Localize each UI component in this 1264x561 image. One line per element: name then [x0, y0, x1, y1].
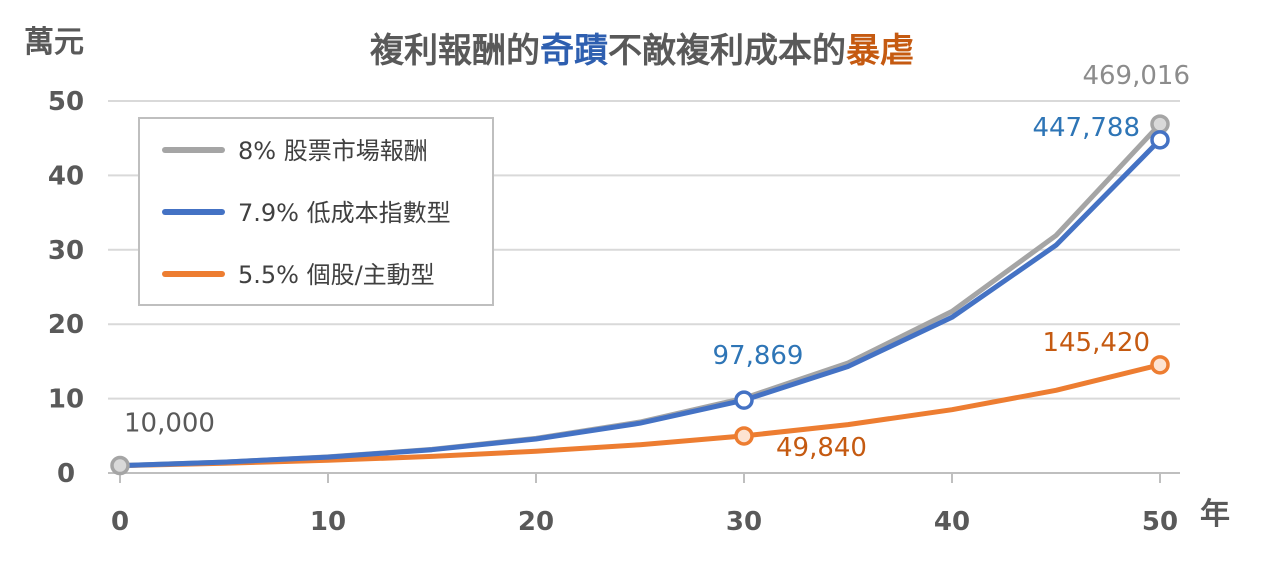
data-point-marker	[1150, 114, 1170, 134]
series-lines	[117, 121, 1163, 469]
data-label: 49,840	[776, 433, 867, 463]
legend: 8% 股票市場報酬 7.9% 低成本指數型 5.5% 個股/主動型	[138, 117, 494, 306]
y-tick-label: 10	[48, 385, 84, 415]
data-point-marker	[734, 390, 754, 410]
x-tick-label: 30	[726, 507, 762, 537]
data-label: 97,869	[713, 341, 804, 371]
data-point-marker	[1150, 130, 1170, 150]
x-axis-unit-label: 年	[1200, 497, 1230, 532]
x-tick-label: 0	[111, 507, 129, 537]
series-line-1	[117, 137, 1163, 469]
chart-title: 複利報酬的奇蹟不敵複利成本的暴虐	[370, 31, 914, 71]
x-tick-label: 10	[310, 507, 346, 537]
data-labels: 10,000 469,016 97,869 447,788 49,840 145,420	[124, 61, 1190, 463]
legend-entry-label: 5.5% 個股/主動型	[238, 261, 435, 289]
data-markers	[110, 114, 1170, 476]
data-label: 447,788	[1032, 113, 1140, 143]
data-point-marker	[110, 455, 130, 476]
series-line-2	[117, 362, 1163, 469]
chart-title-segment: 不敵複利成本的	[608, 31, 846, 71]
legend-entry-label: 8% 股票市場報酬	[238, 137, 428, 165]
y-tick-label: 50	[48, 87, 84, 117]
legend-entry-label: 7.9% 低成本指數型	[238, 199, 451, 227]
x-tick-label: 50	[1142, 507, 1178, 537]
data-label: 145,420	[1042, 328, 1150, 358]
y-tick-label: 20	[48, 310, 84, 340]
data-label: 10,000	[124, 409, 215, 439]
y-tick-label: 0	[57, 459, 75, 489]
chart-title-segment: 暴虐	[846, 31, 914, 71]
x-tick-label: 20	[518, 507, 554, 537]
y-tick-label: 40	[48, 161, 84, 191]
chart-title-segment: 複利報酬的	[370, 31, 540, 71]
data-point-marker	[734, 426, 754, 446]
data-label: 469,016	[1082, 61, 1190, 91]
data-point-marker	[1150, 355, 1170, 375]
chart-title-segment: 奇蹟	[540, 31, 608, 71]
y-axis-unit-label: 萬元	[24, 25, 84, 60]
y-tick-label: 30	[48, 236, 84, 266]
x-tick-label: 40	[934, 507, 970, 537]
